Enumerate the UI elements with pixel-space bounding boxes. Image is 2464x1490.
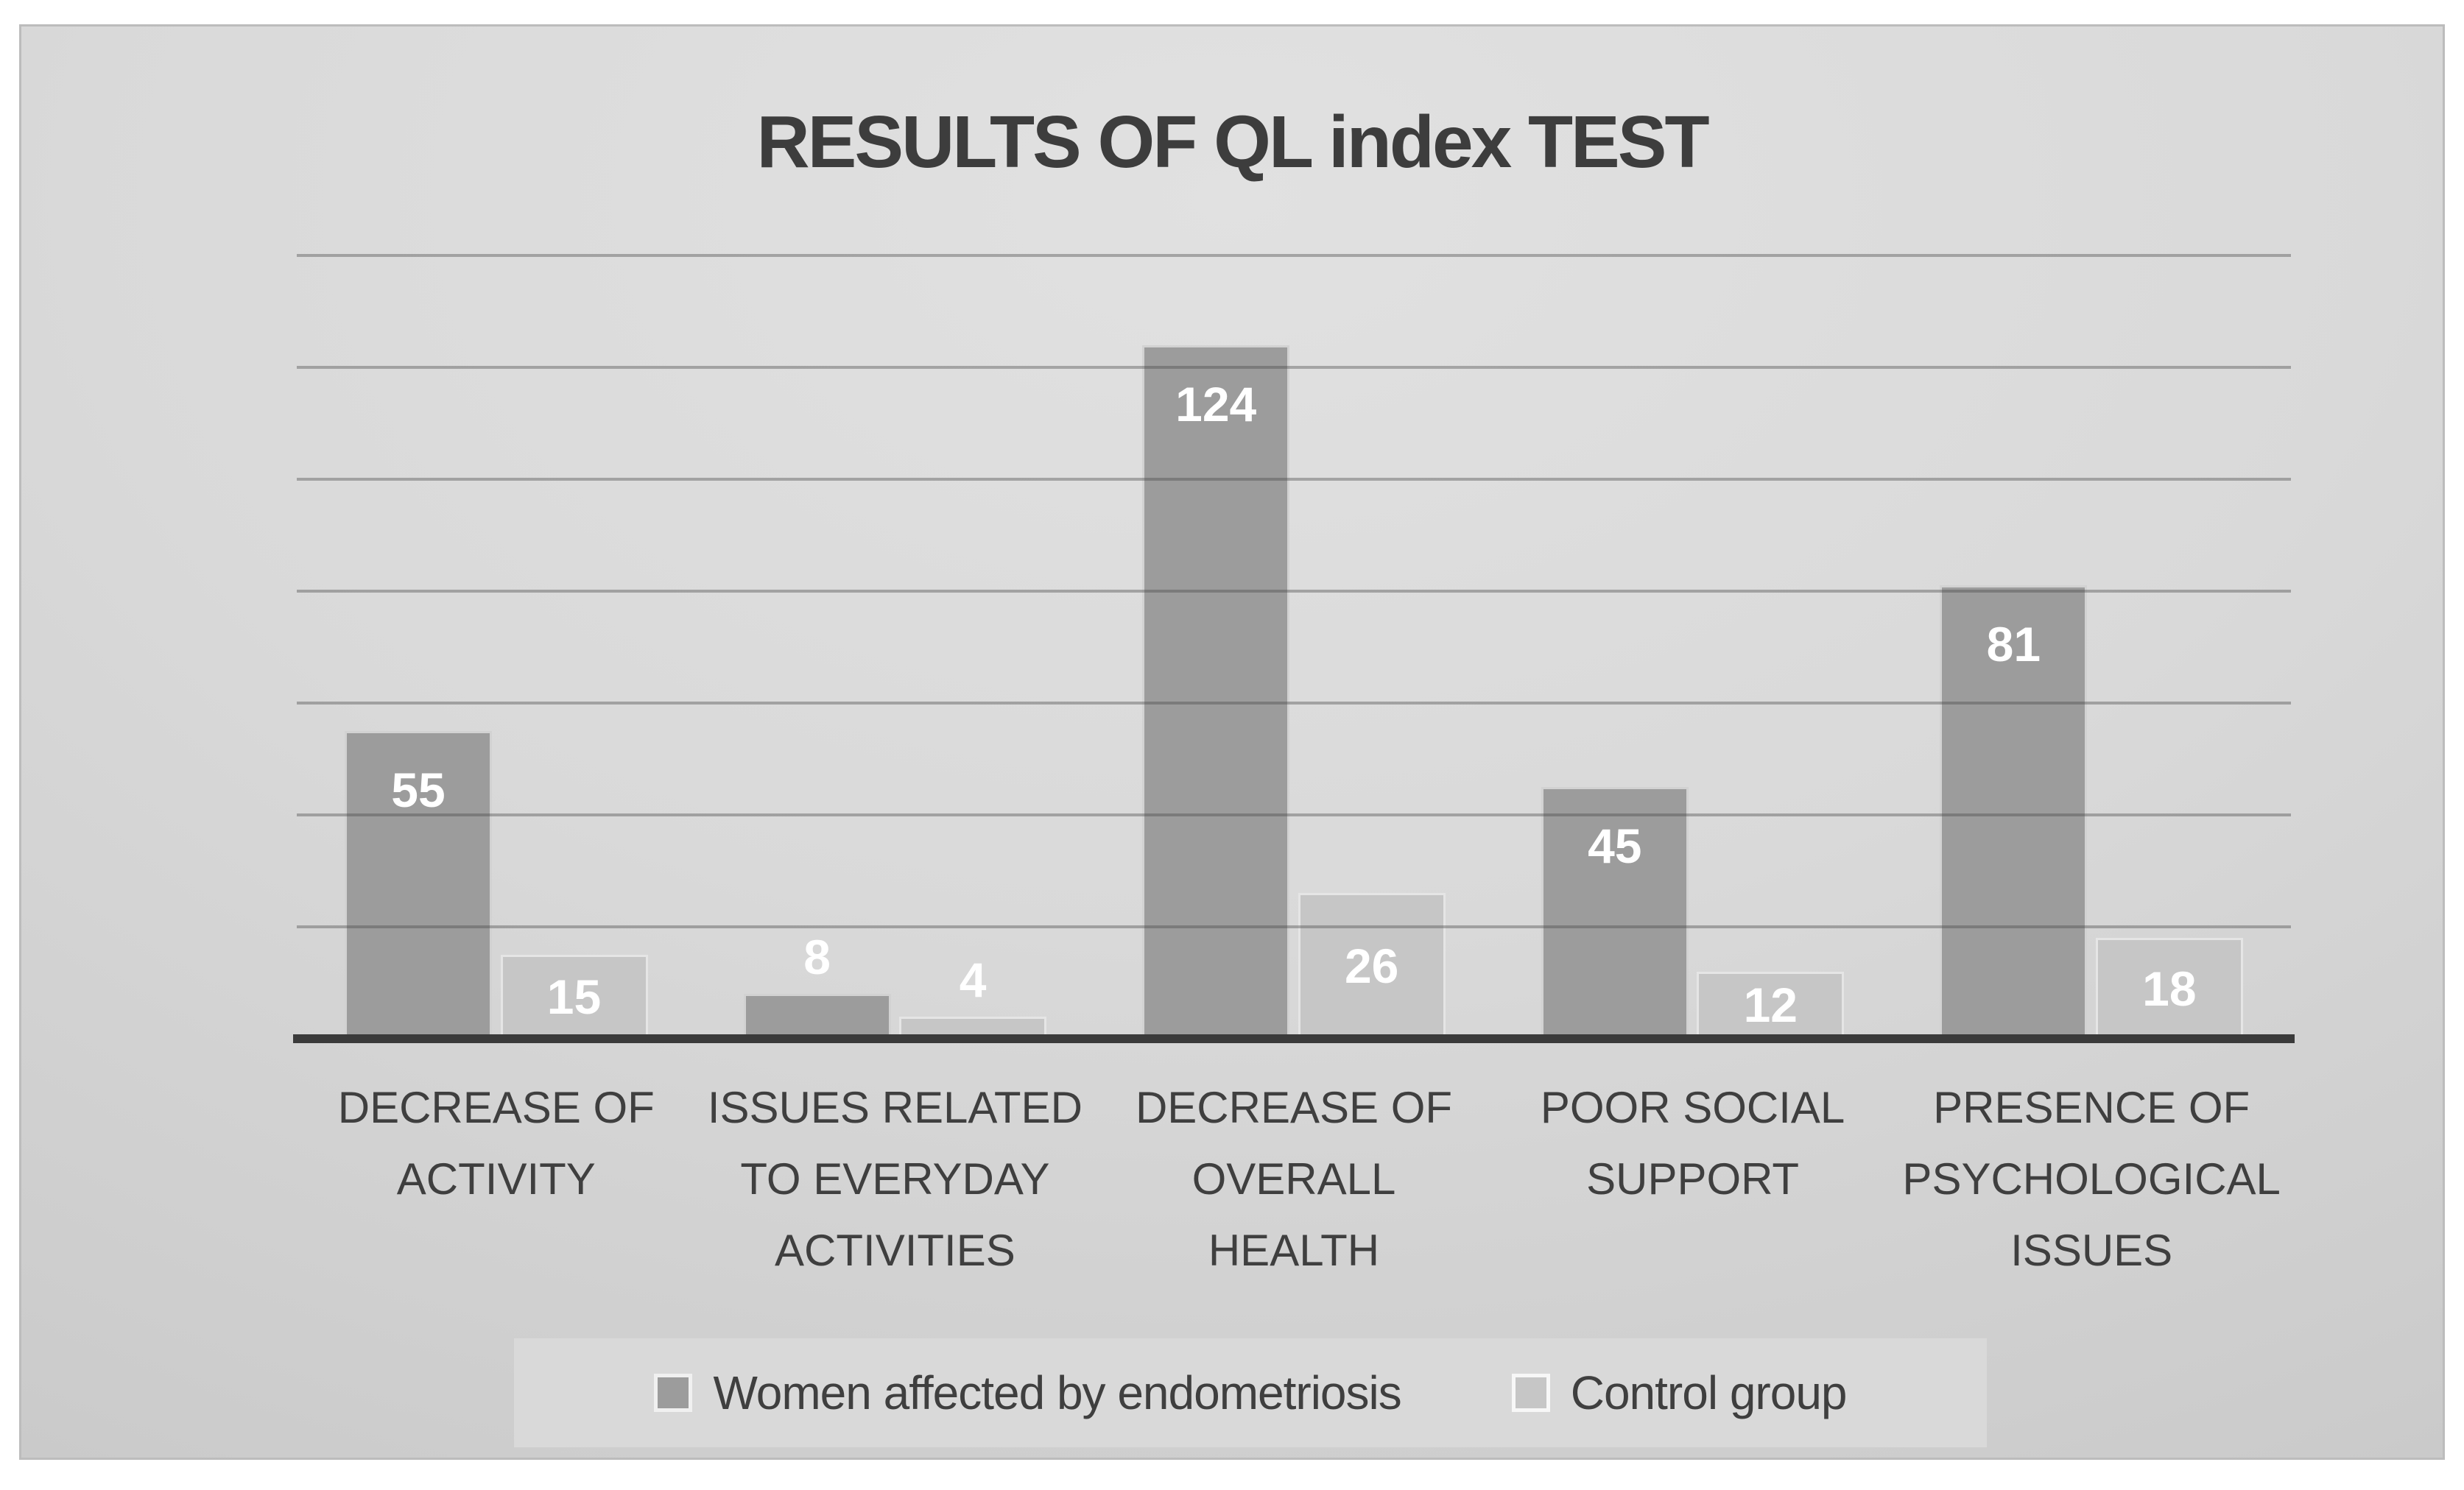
- legend-entry-1: Women affected by endometriosis: [654, 1366, 1402, 1420]
- chart-figure: RESULTS OF QL index TEST 55 8 124 45 81 15 4 26…: [19, 24, 2445, 1460]
- gridline-100: [297, 478, 2291, 481]
- category-label-5: PRESENCE OF PSYCHOLOGICAL ISSUES: [1902, 1083, 2281, 1276]
- legend-label-2: Control group: [1570, 1366, 1848, 1419]
- bar-label-s2-c2: 4: [959, 952, 987, 1007]
- gridline-20: [297, 925, 2291, 928]
- bar-label-s1-c2: 8: [803, 930, 831, 985]
- category-label-3: DECREASE OF OVERALL HEALTH: [1135, 1083, 1453, 1276]
- gridline-80: [297, 590, 2291, 593]
- category-label-2: ISSUES RELATED TO EVERYDAY ACTIVITIES: [707, 1083, 1083, 1276]
- legend-marker-icon: [1511, 1374, 1550, 1412]
- gridline-40: [297, 813, 2291, 816]
- gridline-120: [297, 366, 2291, 369]
- x-axis-line: [293, 1034, 2295, 1043]
- bar-s1-c2: [743, 994, 891, 1039]
- bar-s2-c5: [2095, 938, 2243, 1039]
- plot-area: 55 8 124 45 81 15 4 26 12 18: [293, 254, 2295, 1043]
- bar-label-s2-c4: 12: [1743, 978, 1798, 1033]
- gridline-140: [297, 254, 2291, 257]
- chart-title: RESULTS OF QL index TEST: [756, 101, 1709, 183]
- bar-label-s1-c5: 81: [1986, 617, 2041, 672]
- bar-s2-c4: [1697, 971, 1845, 1039]
- legend: Women affected by endometriosis Control g…: [514, 1338, 1987, 1447]
- bar-label-s2-c3: 26: [1344, 939, 1399, 994]
- bar-label-s2-c5: 18: [2142, 961, 2197, 1016]
- gridline-60: [297, 702, 2291, 705]
- bar-label-s1-c1: 55: [391, 763, 446, 817]
- bar-s2-c3: [1298, 893, 1446, 1039]
- bar-s1-c5: [1940, 585, 2088, 1039]
- category-label-1: DECREASE OF ACTIVITY: [337, 1083, 655, 1204]
- legend-entry-2: Control group: [1511, 1366, 1848, 1420]
- legend-label-1: Women affected by endometriosis: [713, 1366, 1401, 1419]
- bar-label-s2-c1: 15: [546, 970, 602, 1024]
- bar-label-s1-c3: 124: [1175, 376, 1257, 431]
- bar-s1-c1: [345, 731, 492, 1039]
- category-label-4: POOR SOCIAL SUPPORT: [1540, 1083, 1845, 1204]
- category-axis-labels: DECREASE OF ACTIVITY ISSUES RELATED TO EV…: [297, 1072, 2291, 1287]
- bar-s1-c3: [1142, 345, 1290, 1039]
- bar-s2-c1: [500, 955, 648, 1039]
- bar-label-s1-c4: 45: [1588, 819, 1642, 873]
- bar-s1-c4: [1541, 787, 1689, 1039]
- legend-marker-icon: [654, 1374, 693, 1412]
